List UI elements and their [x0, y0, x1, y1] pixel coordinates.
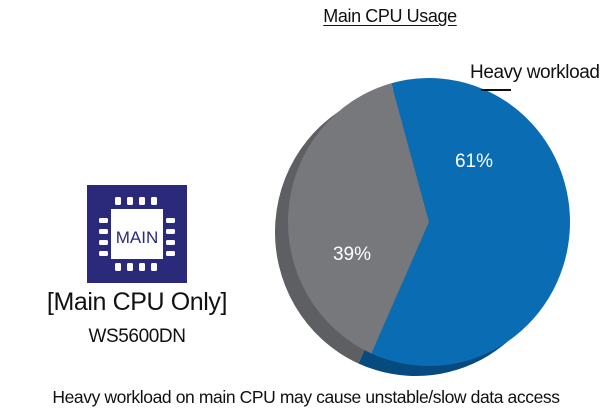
chip-label: MAIN — [116, 228, 159, 247]
caption: Heavy workload on main CPU may cause uns… — [52, 387, 560, 407]
slice-label-heavy: 61% — [455, 151, 493, 172]
main-cpu-chip-icon: MAIN — [87, 185, 187, 283]
pie-slice-1 — [287, 83, 429, 354]
pie-slice-0 — [371, 78, 570, 366]
slice-label-other: 39% — [333, 244, 371, 265]
config-heading: [Main CPU Only] — [46, 288, 228, 316]
heavy-workload-annotation: Heavy workload — [470, 62, 600, 83]
annotation-leader-line — [481, 89, 511, 91]
chart-title: Main CPU Usage — [323, 6, 457, 26]
model-name: WS5600DN — [88, 326, 186, 347]
